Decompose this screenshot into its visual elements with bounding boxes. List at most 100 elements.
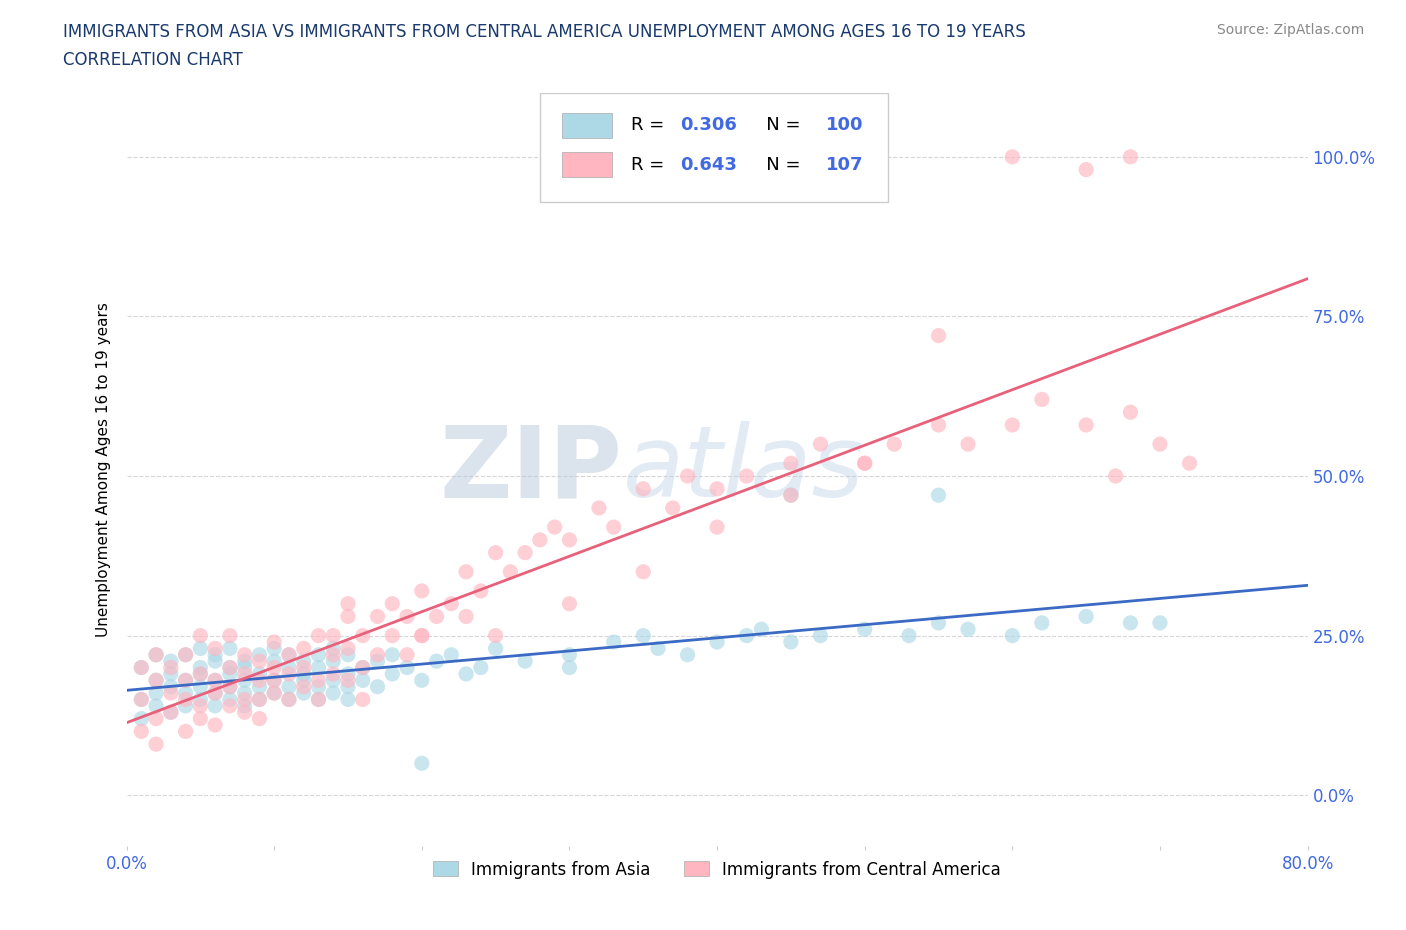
Point — [662, 500, 685, 515]
Point — [188, 692, 212, 707]
Point — [484, 628, 508, 643]
Point — [588, 500, 610, 515]
Point — [956, 622, 979, 637]
Point — [292, 673, 315, 688]
Point — [160, 654, 183, 669]
Point — [249, 692, 271, 707]
Point — [337, 673, 360, 688]
Point — [204, 647, 226, 662]
Point — [233, 698, 256, 713]
Text: R =: R = — [631, 116, 669, 135]
Point — [145, 685, 167, 700]
Point — [249, 711, 271, 726]
Text: 0.306: 0.306 — [681, 116, 737, 135]
Point — [145, 647, 167, 662]
Point — [367, 679, 389, 694]
Point — [278, 692, 301, 707]
Point — [810, 628, 832, 643]
Point — [129, 660, 153, 675]
Point — [1031, 616, 1053, 631]
Point — [352, 660, 374, 675]
Point — [278, 647, 301, 662]
Point — [308, 660, 330, 675]
Point — [160, 667, 183, 682]
Point — [308, 692, 330, 707]
Point — [352, 660, 374, 675]
Point — [174, 673, 197, 688]
Point — [263, 673, 285, 688]
Text: 100: 100 — [825, 116, 863, 135]
Point — [676, 647, 699, 662]
Point — [558, 660, 581, 675]
Point — [278, 679, 301, 694]
Point — [337, 641, 360, 656]
Point — [1001, 150, 1024, 165]
Point — [145, 737, 167, 751]
Point — [160, 685, 183, 700]
Point — [204, 673, 226, 688]
Point — [543, 520, 565, 535]
Point — [188, 698, 212, 713]
Point — [188, 660, 212, 675]
Point — [308, 628, 330, 643]
Point — [396, 660, 419, 675]
Point — [706, 520, 728, 535]
Point — [603, 634, 626, 649]
Point — [308, 679, 330, 694]
Point — [928, 328, 950, 343]
Point — [145, 698, 167, 713]
Point — [278, 667, 301, 682]
Text: atlas: atlas — [623, 421, 865, 518]
Point — [160, 660, 183, 675]
Point — [928, 616, 950, 631]
Point — [188, 667, 212, 682]
Point — [174, 724, 197, 738]
Legend: Immigrants from Asia, Immigrants from Central America: Immigrants from Asia, Immigrants from Ce… — [425, 852, 1010, 887]
FancyBboxPatch shape — [540, 93, 889, 202]
Point — [219, 667, 242, 682]
Point — [1178, 456, 1201, 471]
Point — [515, 654, 537, 669]
Point — [470, 660, 492, 675]
Point — [1149, 437, 1171, 452]
Point — [263, 641, 285, 656]
Point — [204, 685, 226, 700]
Point — [440, 596, 463, 611]
Point — [278, 647, 301, 662]
Point — [780, 487, 803, 502]
Point — [1076, 418, 1098, 432]
Point — [233, 673, 256, 688]
Point — [174, 692, 197, 707]
Point — [263, 673, 285, 688]
Point — [352, 692, 374, 707]
Point — [381, 628, 404, 643]
Point — [322, 641, 344, 656]
Point — [633, 628, 655, 643]
Point — [1001, 418, 1024, 432]
Point — [1119, 616, 1142, 631]
Point — [219, 628, 242, 643]
Point — [735, 628, 758, 643]
FancyBboxPatch shape — [562, 113, 612, 139]
Point — [278, 660, 301, 675]
Point — [633, 565, 655, 579]
Point — [322, 685, 344, 700]
Y-axis label: Unemployment Among Ages 16 to 19 years: Unemployment Among Ages 16 to 19 years — [96, 302, 111, 637]
Point — [322, 673, 344, 688]
Point — [129, 724, 153, 738]
Point — [129, 692, 153, 707]
Point — [263, 634, 285, 649]
Point — [145, 673, 167, 688]
Point — [174, 673, 197, 688]
Point — [292, 654, 315, 669]
Point — [278, 692, 301, 707]
Point — [381, 596, 404, 611]
Point — [322, 654, 344, 669]
Point — [337, 647, 360, 662]
Point — [219, 679, 242, 694]
Point — [263, 685, 285, 700]
Point — [233, 660, 256, 675]
Point — [219, 692, 242, 707]
Point — [425, 609, 447, 624]
Point — [883, 437, 905, 452]
